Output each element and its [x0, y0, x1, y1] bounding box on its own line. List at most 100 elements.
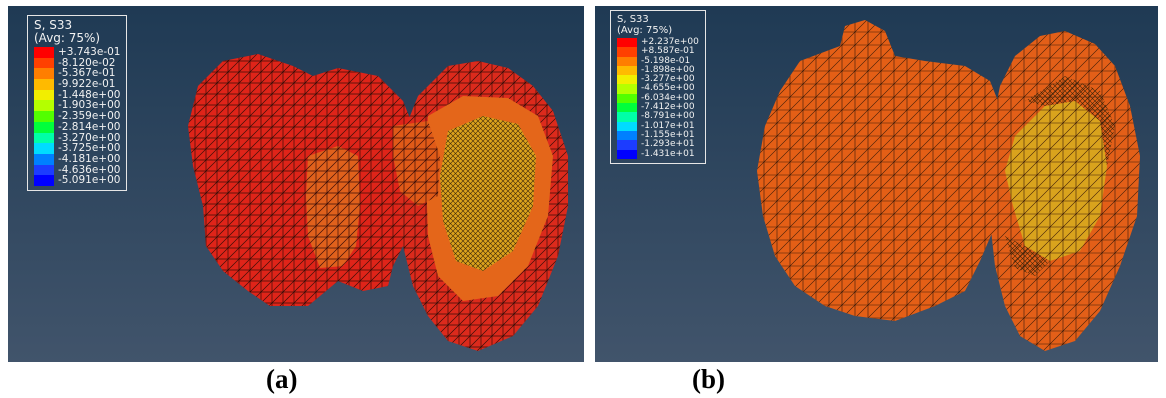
legend-row: -1.155e+01 [617, 129, 699, 141]
legend-swatch [34, 164, 54, 176]
mesh-lines-bridge [393, 121, 440, 206]
mesh-dense-core [440, 116, 536, 271]
legend-value: -8.791e+00 [641, 111, 695, 122]
fe-model-view-a [8, 6, 584, 362]
legend-swatch [34, 57, 54, 69]
legend-value: -1.017e+01 [641, 120, 695, 131]
legend-value: -3.270e+00 [58, 131, 121, 144]
legend-row: -8.120e-02 [34, 56, 120, 69]
legend-row: -3.725e+00 [34, 143, 120, 154]
legend-row: -5.367e-01 [34, 67, 120, 80]
legend-swatch [34, 153, 54, 165]
caption-b: (b) [692, 364, 725, 394]
legend-swatch [617, 65, 637, 76]
legend-swatch [617, 56, 637, 66]
legend-value: -2.359e+00 [58, 110, 121, 123]
legend-swatch [617, 130, 637, 141]
mesh-lines-patch [306, 146, 360, 268]
legend-row: -2.814e+00 [34, 122, 120, 133]
legend-row: -6.034e+00 [617, 92, 699, 104]
legend-value: -5.091e+00 [58, 174, 121, 187]
legend-title: S, S33 [617, 14, 649, 25]
legend-row: -1.017e+01 [617, 120, 699, 131]
legend-row: -1.898e+00 [617, 64, 699, 76]
legend-value: +8.587e-01 [641, 46, 695, 57]
legend-row: -9.922e-01 [34, 79, 120, 90]
legend-b: S, S33 (Avg: 75%) +2.237e+00 +8.587e-01 -5… [610, 10, 706, 164]
legend-row: -7.412e+00 [617, 102, 699, 113]
legend-value: -1.293e+01 [641, 139, 695, 150]
legend-swatch [617, 84, 637, 94]
legend-value: -4.181e+00 [58, 152, 121, 165]
legend-subtitle: (Avg: 75%) [34, 31, 101, 45]
legend-value: -4.636e+00 [58, 163, 121, 176]
legend-value: -6.034e+00 [641, 92, 695, 103]
legend-swatch [617, 75, 637, 85]
legend-subtitle: (Avg: 75%) [617, 25, 673, 36]
legend-swatch [617, 121, 637, 131]
legend-value: -1.903e+00 [58, 99, 121, 112]
legend-row: -1.293e+01 [617, 139, 699, 150]
legend-value: -2.814e+00 [58, 120, 121, 133]
legend-value: -3.725e+00 [58, 142, 121, 155]
legend-swatch [34, 47, 54, 58]
legend-value: -1.431e+01 [641, 148, 695, 159]
legend-value: -5.198e-01 [641, 55, 691, 66]
legend-swatch [617, 103, 637, 113]
mesh-dense-fringe-lower [1005, 236, 1050, 276]
legend-swatch [617, 93, 637, 104]
legend-row: -4.655e+00 [617, 83, 699, 94]
legend-row: -1.431e+01 [617, 148, 699, 159]
legend-row: -2.359e+00 [34, 111, 120, 122]
panel-a: S, S33 (Avg: 75%) +3.743e-01 -8.120e-02 -5… [8, 6, 584, 362]
caption-a: (a) [266, 364, 298, 394]
legend-swatch [34, 68, 54, 80]
legend-swatch [34, 79, 54, 90]
legend-swatch [34, 89, 54, 101]
mesh-dense-fringe [1025, 76, 1115, 166]
legend-swatch [617, 112, 637, 122]
legend-row: +2.237e+00 [617, 37, 699, 48]
mesh-lines-core [1005, 101, 1107, 261]
legend-value: +3.743e-01 [58, 46, 121, 58]
legend-value: -8.120e-02 [58, 56, 116, 69]
legend-swatch [34, 121, 54, 133]
legend-value: -1.448e+00 [58, 88, 121, 101]
legend-title: S, S33 [34, 18, 73, 32]
mesh-lines-left [757, 20, 1000, 321]
legend-row: -3.270e+00 [34, 131, 121, 144]
legend-row: -3.277e+00 [617, 74, 699, 85]
legend-swatch [34, 175, 54, 186]
legend-value: +2.237e+00 [641, 37, 699, 47]
fe-model-view-b [595, 6, 1158, 362]
legend-value: -1.898e+00 [641, 64, 695, 75]
legend-value: -7.412e+00 [641, 102, 695, 113]
legend-swatch [617, 149, 637, 159]
legend-swatch [617, 38, 637, 48]
legend-swatch [34, 100, 54, 112]
legend-row: -1.448e+00 [34, 90, 120, 101]
legend-a: S, S33 (Avg: 75%) +3.743e-01 -8.120e-02 -5… [27, 15, 128, 191]
legend-value: -1.155e+01 [641, 129, 695, 140]
legend-row: +3.743e-01 [34, 47, 120, 58]
legend-swatch [617, 140, 637, 150]
legend-swatch [34, 132, 54, 144]
legend-value: -3.277e+00 [641, 74, 695, 85]
legend-value: -4.655e+00 [641, 83, 695, 94]
legend-swatch [34, 143, 54, 154]
color-scale: +3.743e-01 -8.120e-02 -5.367e-01 -9.922e-01… [34, 47, 120, 186]
legend-row: -1.903e+00 [34, 99, 121, 112]
legend-row: -4.181e+00 [34, 154, 120, 165]
legend-row: -4.636e+00 [34, 163, 121, 176]
legend-swatch [34, 111, 54, 122]
legend-row: -5.198e-01 [617, 55, 699, 66]
legend-row: -8.791e+00 [617, 111, 699, 122]
legend-swatch [617, 47, 637, 57]
mesh-lines-left [188, 54, 413, 306]
legend-row: -5.091e+00 [34, 175, 120, 186]
panel-b: S, S33 (Avg: 75%) +2.237e+00 +8.587e-01 -5… [595, 6, 1158, 362]
legend-value: -5.367e-01 [58, 67, 116, 80]
color-scale: +2.237e+00 +8.587e-01 -5.198e-01 -1.898e+00… [617, 37, 699, 159]
legend-row: +8.587e-01 [617, 46, 699, 57]
legend-value: -9.922e-01 [58, 78, 116, 91]
